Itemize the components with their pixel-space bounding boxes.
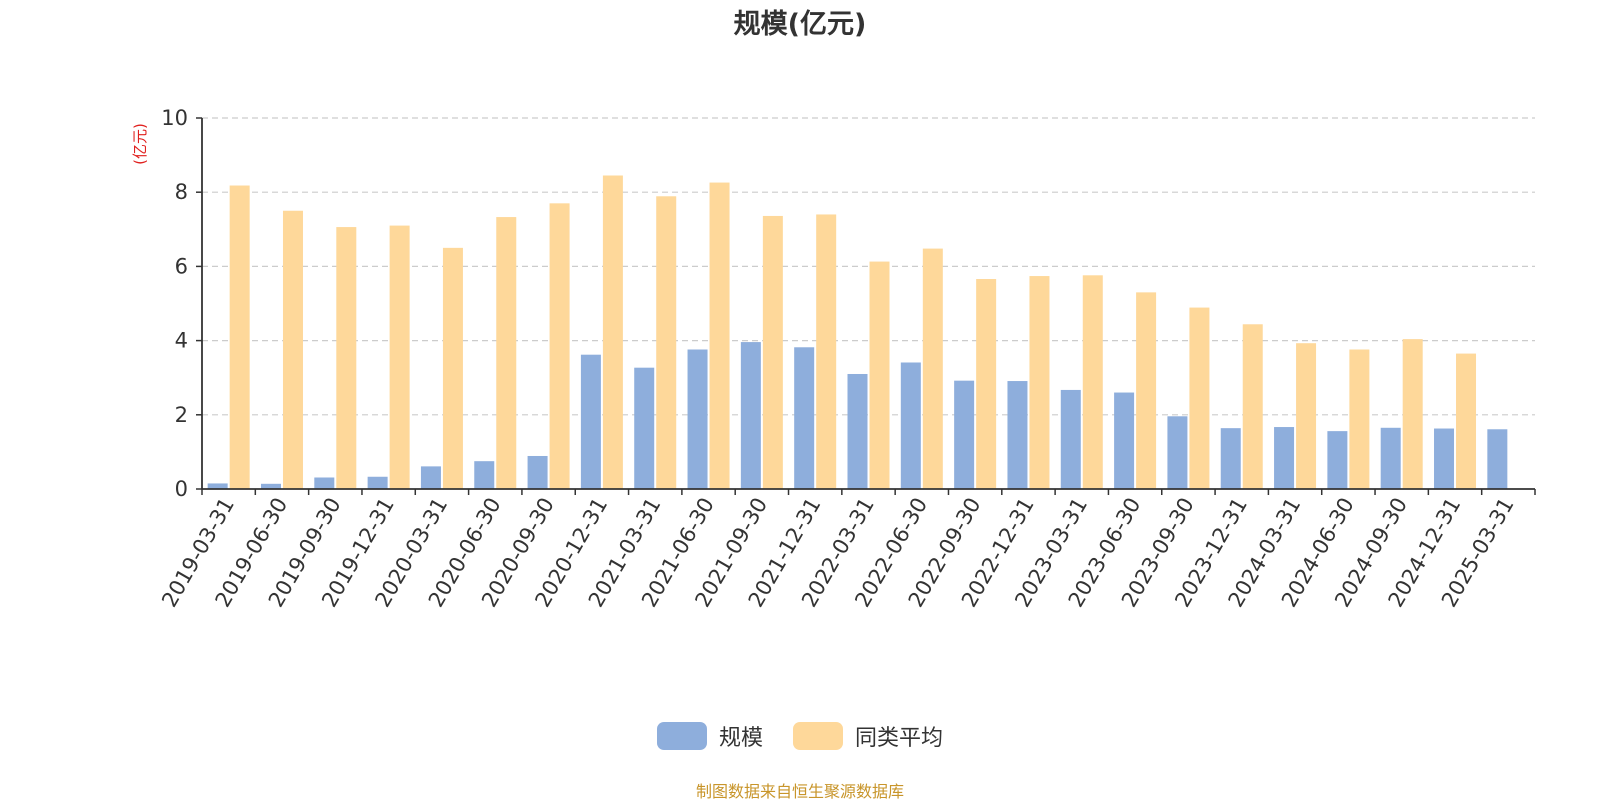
bar-scale (1274, 427, 1295, 489)
bar-scale (580, 354, 601, 489)
bar-peer-average (709, 182, 730, 489)
bar-scale (1220, 428, 1241, 489)
bar-peer-average (1349, 349, 1370, 489)
y-axis-label: (亿元) (131, 123, 149, 165)
legend-label-peer-average: 同类平均 (855, 726, 944, 751)
bar-scale (1007, 381, 1028, 489)
bar-scale (314, 477, 335, 489)
y-tick-label: 8 (175, 180, 188, 204)
bar-peer-average (1082, 275, 1103, 489)
bar-peer-average (442, 247, 463, 489)
bar-scale (740, 342, 761, 489)
bar-peer-average (1402, 339, 1423, 489)
bar-scale (1060, 389, 1081, 489)
bar-scale (1114, 392, 1135, 489)
bar-scale (1380, 427, 1401, 489)
chart-title: 规模(亿元) (733, 9, 867, 40)
legend-item-peer-average[interactable]: 同类平均 (793, 720, 943, 752)
bar-scale (900, 362, 921, 489)
bar-peer-average (389, 225, 410, 489)
bar-scale (847, 373, 868, 489)
source-note: 制图数据来自恒生聚源数据库 (695, 782, 904, 801)
y-tick-label: 2 (175, 403, 188, 427)
bar-peer-average (1189, 307, 1210, 489)
bar-peer-average (1456, 353, 1477, 489)
legend: 规模 同类平均 (0, 720, 1600, 752)
bar-peer-average (1029, 276, 1050, 489)
bar-peer-average (976, 279, 997, 489)
bar-peer-average (656, 196, 677, 489)
bar-peer-average (1296, 343, 1317, 489)
legend-label-scale: 规模 (718, 726, 763, 751)
bar-scale (794, 347, 815, 489)
bar-scale (420, 466, 441, 489)
bar-scale (527, 455, 548, 489)
bar-peer-average (1242, 324, 1263, 489)
bar-peer-average (1136, 292, 1157, 489)
bar-peer-average (816, 214, 837, 489)
axes: 02468102019-03-312019-06-302019-09-30201… (157, 106, 1536, 611)
legend-swatch-scale (656, 722, 707, 750)
bar-peer-average (496, 217, 517, 489)
y-tick-label: 4 (175, 329, 188, 353)
bar-scale (1167, 416, 1188, 489)
bar-scale (1327, 431, 1348, 489)
bar-peer-average (229, 185, 250, 489)
bar-scale (367, 476, 388, 489)
bar-scale (1434, 428, 1455, 489)
bar-scale (1487, 429, 1508, 489)
y-tick-label: 6 (175, 254, 188, 278)
legend-item-scale[interactable]: 规模 (656, 720, 763, 752)
bar-peer-average (602, 175, 623, 489)
bar-scale (954, 380, 975, 489)
bar-peer-average (869, 261, 890, 489)
bar-scale (260, 483, 281, 489)
bars (207, 175, 1508, 489)
bar-scale (207, 483, 228, 489)
bar-peer-average (762, 215, 783, 489)
y-tick-label: 0 (175, 477, 188, 501)
bar-scale (474, 461, 495, 489)
legend-swatch-peer-average (793, 722, 843, 750)
bar-peer-average (336, 227, 357, 489)
bar-scale (634, 367, 655, 489)
y-tick-label: 10 (161, 106, 188, 130)
bar-scale (687, 349, 708, 489)
bar-peer-average (282, 210, 303, 489)
bar-peer-average (922, 248, 943, 489)
bar-peer-average (549, 203, 570, 489)
